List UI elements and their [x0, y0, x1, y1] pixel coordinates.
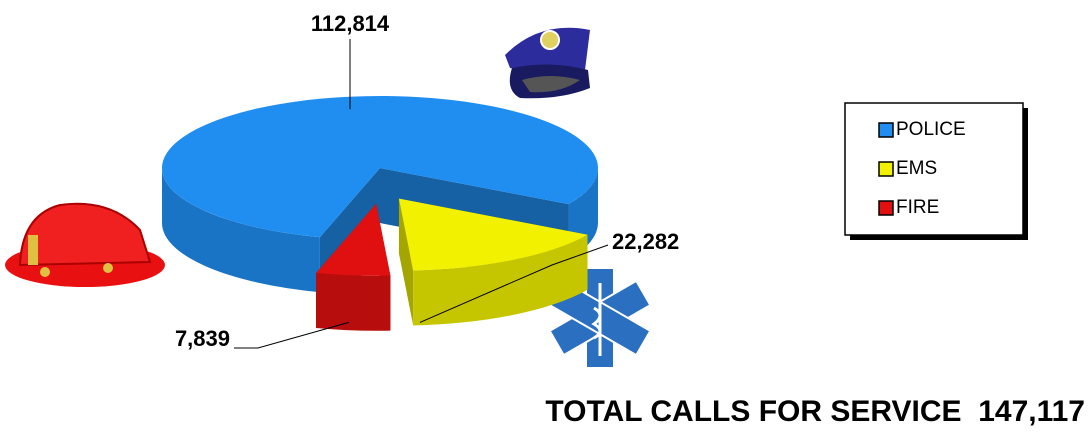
fire-helmet-icon [5, 204, 165, 287]
legend-label: POLICE [896, 119, 966, 140]
legend-label: FIRE [896, 197, 939, 218]
value-label: 7,839 [175, 326, 230, 351]
police-hat-icon [505, 28, 590, 99]
legend-swatch [879, 201, 893, 215]
value-label: 22,282 [612, 229, 679, 254]
legend-label: EMS [896, 158, 937, 179]
slice-side [316, 273, 390, 331]
total-annotation: TOTAL CALLS FOR SERVICE 147,117 [545, 395, 1085, 428]
value-label: 112,814 [311, 11, 390, 36]
legend-swatch [879, 162, 893, 176]
legend-swatch [879, 123, 893, 137]
chart: 112,814 22,282 7,839 POLICE EMS FIRE TOTAL C… [0, 0, 1090, 445]
